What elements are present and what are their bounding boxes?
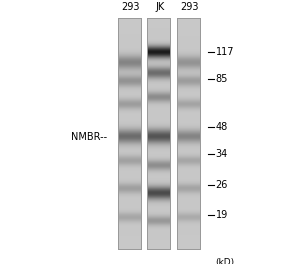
Text: JK: JK: [155, 2, 164, 12]
Text: 34: 34: [216, 149, 228, 159]
Text: 19: 19: [216, 210, 228, 220]
Text: 293: 293: [121, 2, 140, 12]
Text: NMBR--: NMBR--: [71, 132, 108, 142]
Text: (kD): (kD): [216, 258, 235, 264]
Text: 48: 48: [216, 121, 228, 131]
Text: 293: 293: [180, 2, 199, 12]
Text: 117: 117: [216, 47, 234, 57]
Text: 85: 85: [216, 74, 228, 84]
Text: 26: 26: [216, 180, 228, 190]
